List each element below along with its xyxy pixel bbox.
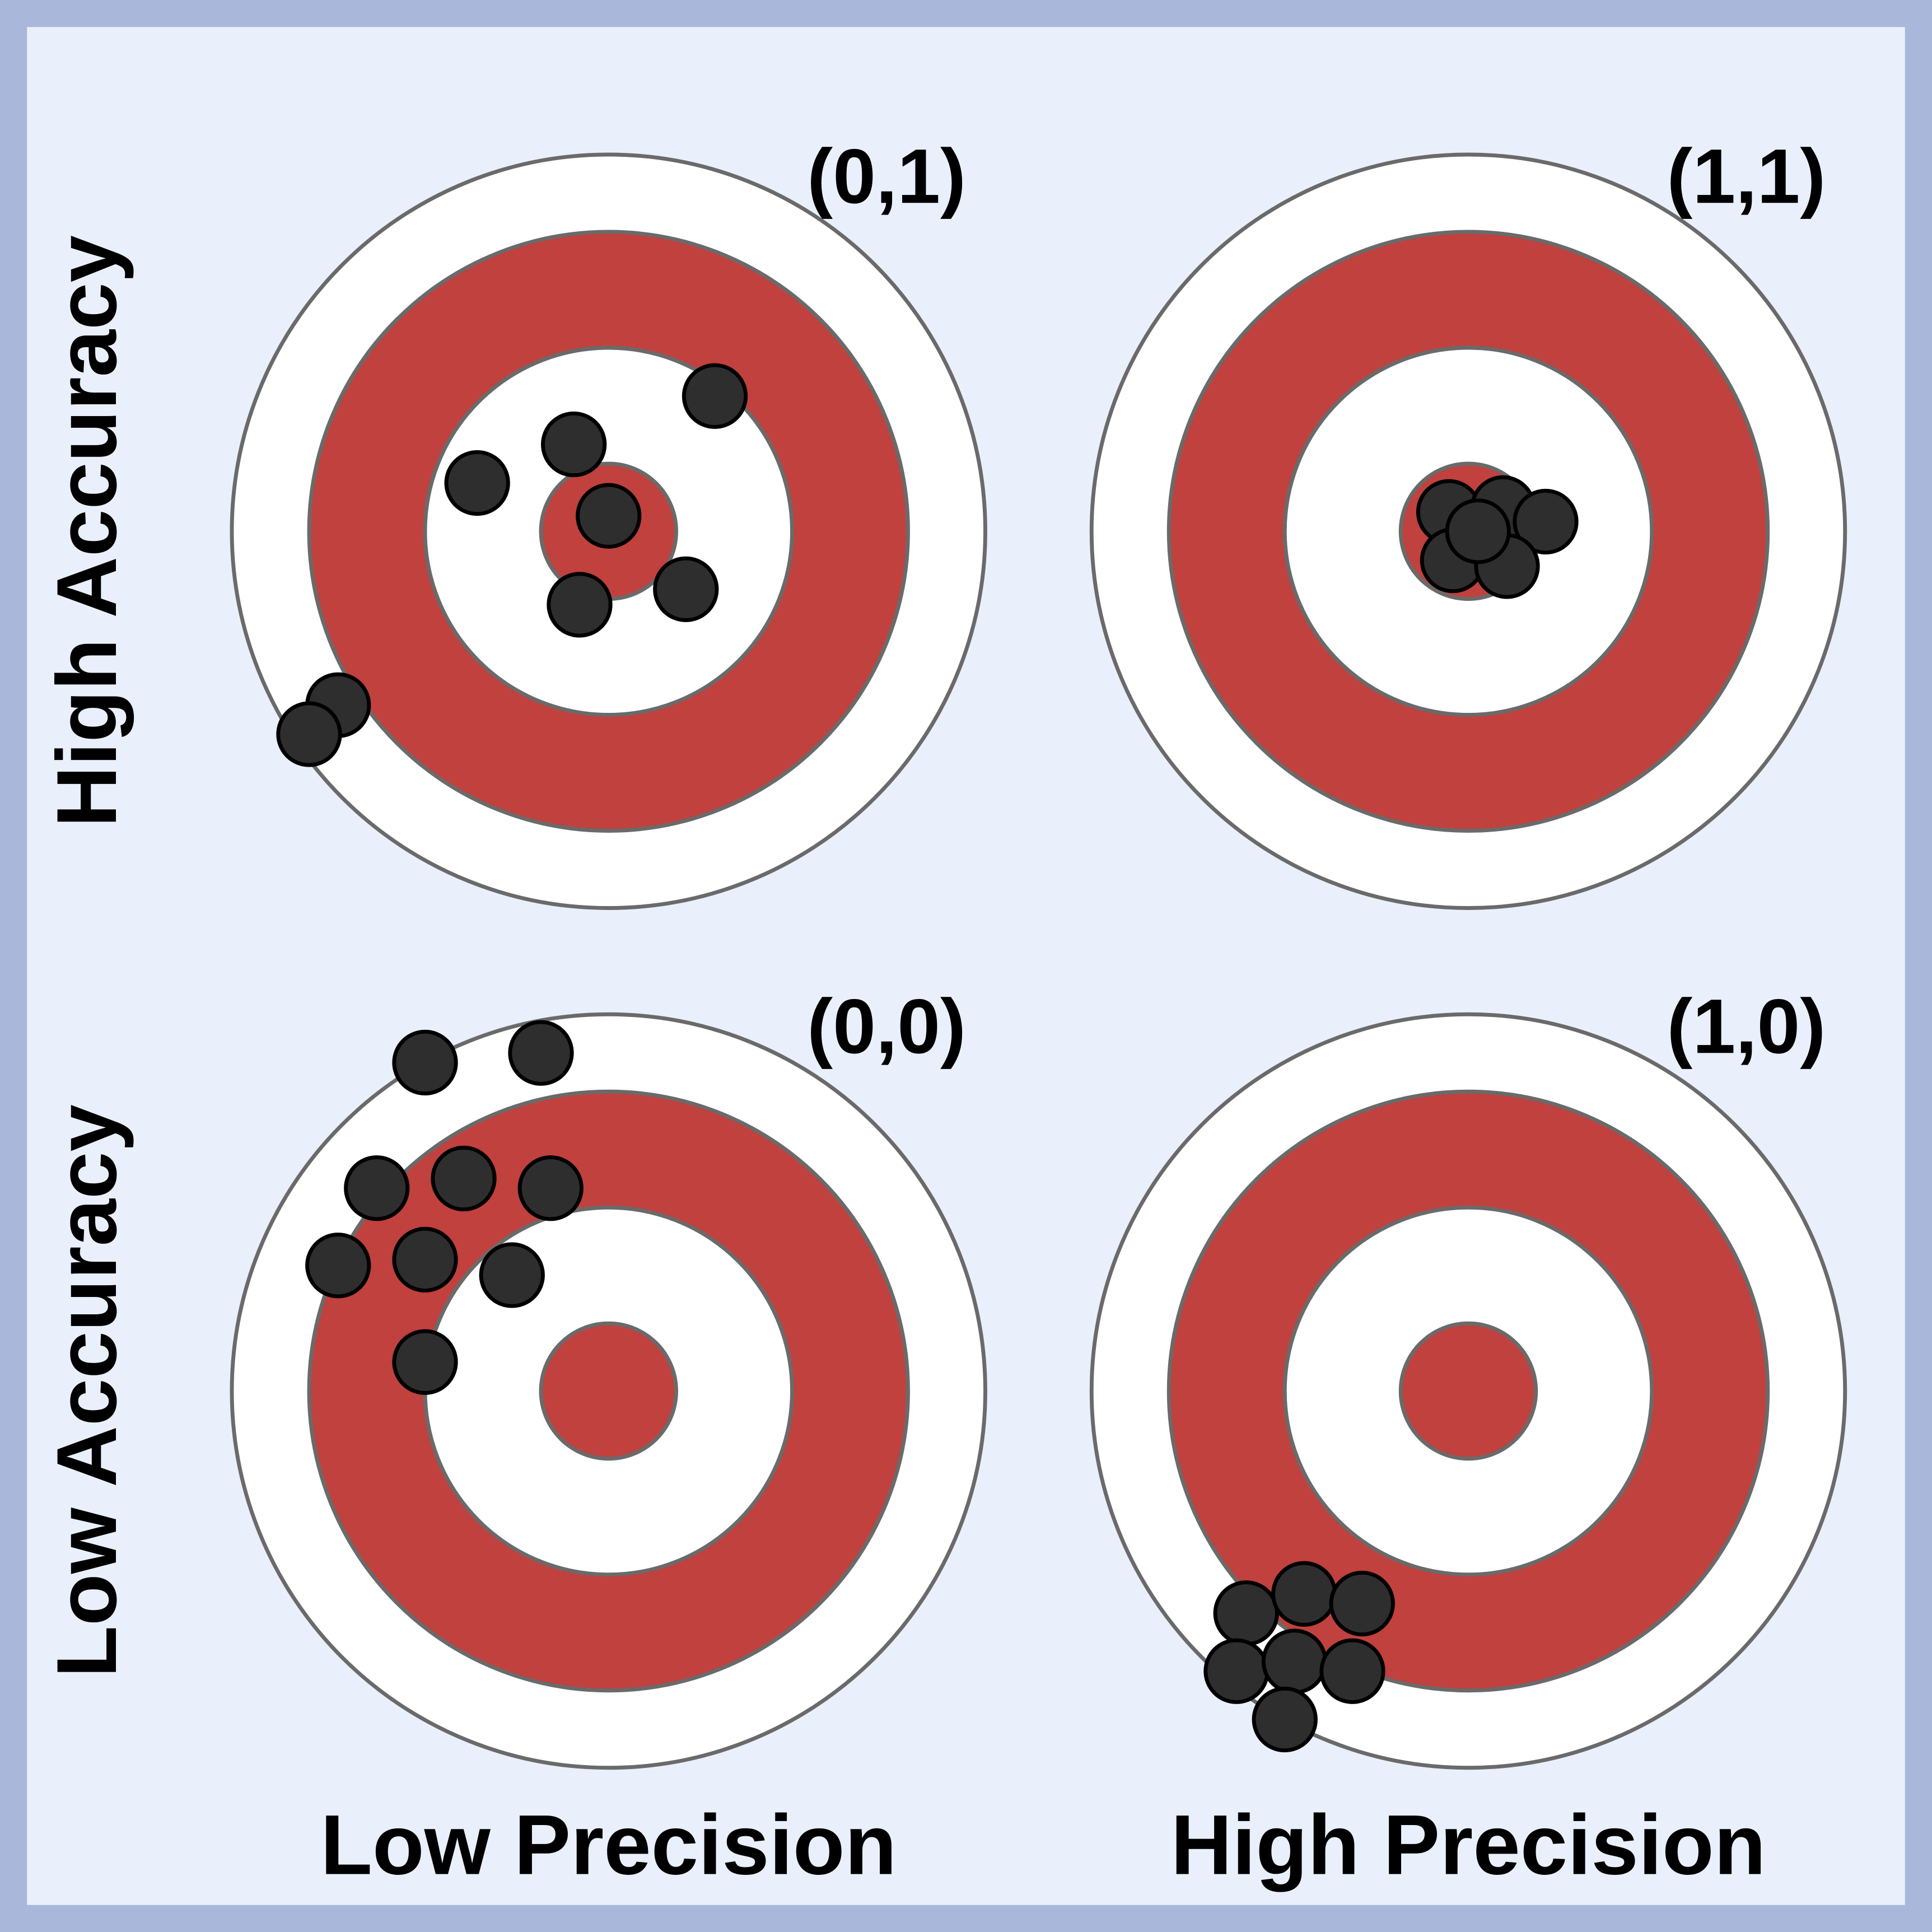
- col-label-right: High Precision: [1171, 1798, 1766, 1892]
- coord-label-top-left: (0,1): [807, 133, 966, 220]
- data-dot: [684, 365, 745, 427]
- coord-label-top-right: (1,1): [1667, 133, 1826, 220]
- row-label-bottom: Low Accuracy: [40, 1104, 134, 1678]
- data-dot: [1215, 1583, 1277, 1644]
- data-dot: [510, 1022, 572, 1084]
- data-dot: [520, 1158, 581, 1219]
- data-dot: [433, 1147, 494, 1209]
- coord-label-bottom-left: (0,0): [807, 983, 966, 1070]
- data-dot: [394, 1032, 456, 1093]
- data-dot: [1206, 1640, 1267, 1702]
- data-dot: [1273, 1563, 1335, 1625]
- data-dot: [549, 574, 610, 636]
- target-center: [541, 1323, 676, 1459]
- row-label-top: High Accuracy: [40, 235, 134, 827]
- data-dot: [446, 452, 508, 514]
- data-dot: [578, 485, 640, 547]
- data-dot: [481, 1244, 543, 1306]
- coord-label-bottom-right: (1,0): [1667, 983, 1826, 1070]
- data-dot: [1447, 501, 1509, 562]
- data-dot: [394, 1331, 456, 1393]
- data-dot: [655, 558, 717, 620]
- col-label-left: Low Precision: [320, 1798, 897, 1892]
- data-dot: [1254, 1688, 1315, 1750]
- data-dot: [278, 703, 340, 765]
- data-dot: [394, 1229, 456, 1290]
- data-dot: [1331, 1572, 1393, 1634]
- target-bottom-right: [1091, 1014, 1845, 1768]
- data-dot: [307, 1235, 369, 1296]
- data-dot: [346, 1158, 408, 1219]
- target-bottom-left: [232, 1014, 986, 1768]
- data-dot: [1263, 1631, 1325, 1692]
- diagram-frame: (0,1) (1,1) (0,0) (1,0) High Accuracy Low Acc…: [0, 0, 1932, 1932]
- diagram-svg: (0,1) (1,1) (0,0) (1,0) High Accuracy Low Acc…: [0, 0, 1932, 1932]
- data-dot: [1322, 1640, 1383, 1702]
- data-dot: [543, 413, 604, 475]
- target-center: [1401, 1323, 1536, 1459]
